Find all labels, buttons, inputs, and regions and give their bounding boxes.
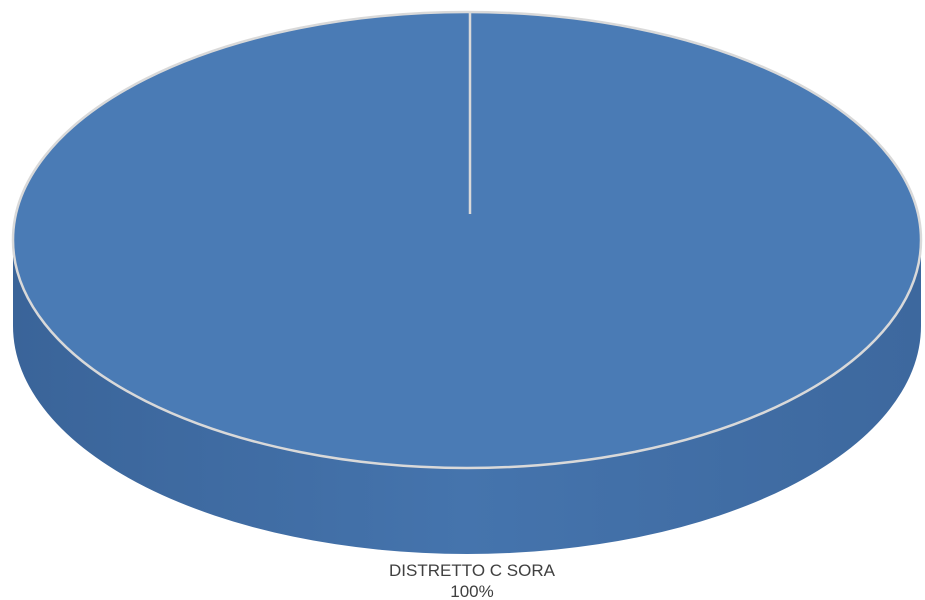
pie-slice-distretto-c-sora bbox=[11, 10, 923, 470]
slice-label-name: DISTRETTO C SORA bbox=[389, 561, 556, 580]
pie-slice-side bbox=[13, 240, 921, 554]
slice-label-percent: 100% bbox=[450, 582, 493, 600]
